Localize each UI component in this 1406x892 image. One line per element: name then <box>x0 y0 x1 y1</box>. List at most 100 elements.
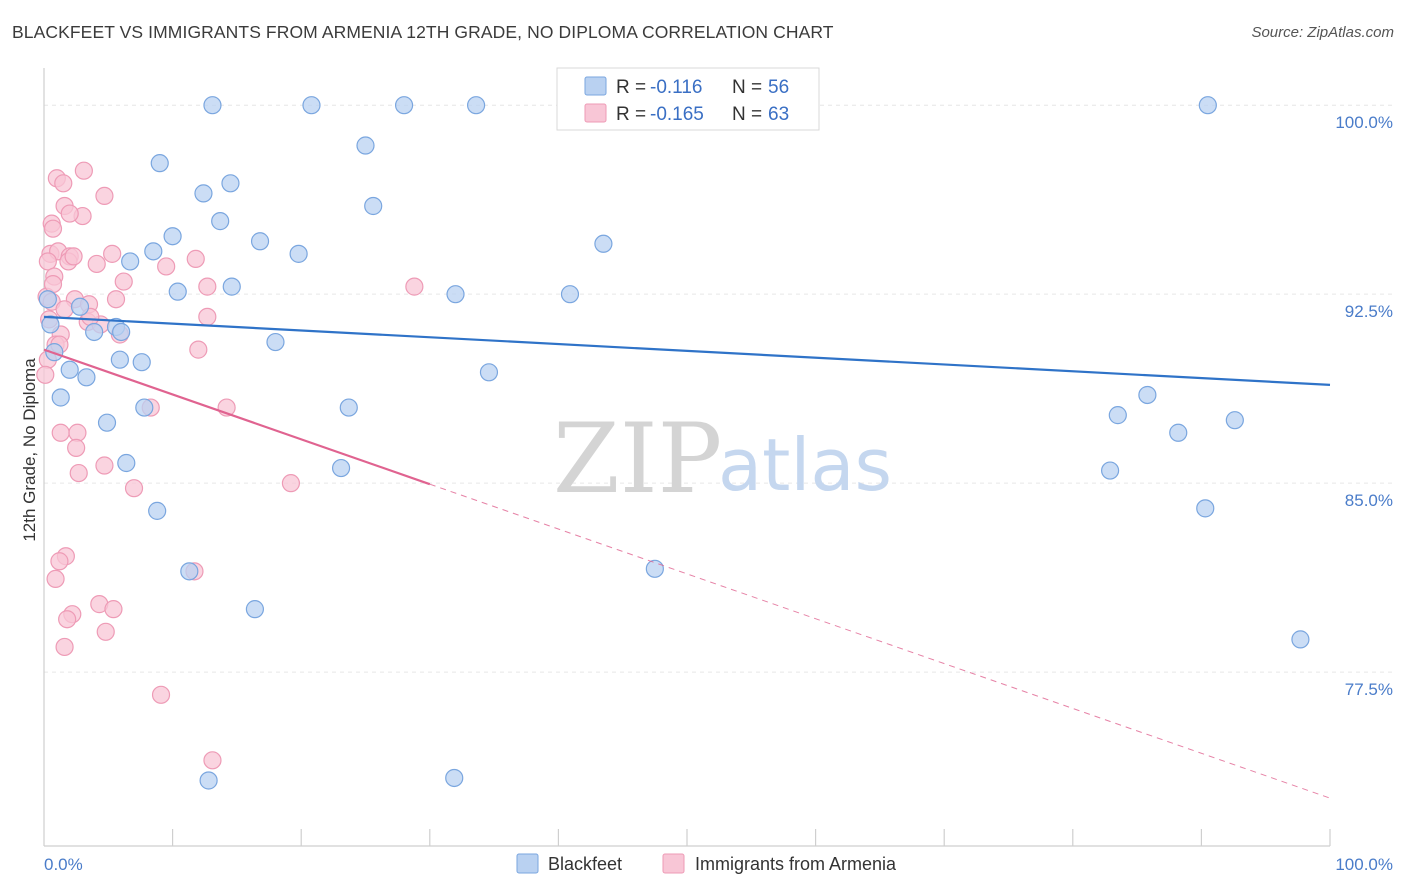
armenia-point <box>54 174 73 193</box>
series-legend-label-blackfeet: Blackfeet <box>548 854 622 874</box>
blackfeet-point <box>1198 96 1217 115</box>
blackfeet-point <box>199 771 218 790</box>
blackfeet-point <box>163 227 182 246</box>
blackfeet-point <box>194 184 213 203</box>
blackfeet-point <box>645 559 664 578</box>
armenia-point <box>55 637 74 657</box>
blackfeet-point <box>446 285 465 304</box>
stats-legend-swatch-blackfeet <box>584 76 607 96</box>
armenia-point <box>95 456 114 475</box>
blackfeet-point <box>289 244 308 263</box>
blackfeet-point <box>302 96 321 115</box>
armenia-point <box>60 204 79 223</box>
blackfeet-point <box>479 363 499 382</box>
armenia-point <box>38 252 57 271</box>
watermark-zip: ZIP <box>553 403 722 515</box>
blackfeet-point <box>445 768 464 788</box>
blackfeet-point <box>132 353 151 372</box>
armenia-point <box>203 751 222 770</box>
armenia-point <box>104 600 123 619</box>
blackfeet-point <box>97 413 117 432</box>
armenia-point <box>151 685 171 704</box>
blackfeet-point <box>38 290 57 309</box>
armenia-point <box>189 340 208 359</box>
blackfeet-point <box>60 360 79 379</box>
armenia-point <box>74 161 93 180</box>
armenia-point <box>46 569 65 589</box>
blackfeet-point <box>1291 630 1310 649</box>
blackfeet-point <box>339 398 358 417</box>
trend-lines <box>43 315 1331 799</box>
y-tick-label: 77.5% <box>1345 680 1393 699</box>
armenia-point <box>55 300 74 319</box>
blackfeet-point <box>1138 385 1157 405</box>
blackfeet-point <box>221 174 240 193</box>
armenia-point <box>198 307 217 326</box>
armenia-point <box>124 479 144 498</box>
series-immigrants-from-armenia-points <box>36 161 424 770</box>
armenia-point <box>95 186 114 206</box>
armenia-point <box>43 274 63 294</box>
blackfeet-point <box>222 277 241 296</box>
blackfeet-point <box>1225 411 1244 430</box>
blackfeet-point <box>1108 406 1127 425</box>
trend-line-armenia-extension <box>429 483 1331 799</box>
blackfeet-point <box>560 285 580 304</box>
stats-legend-r-label-1: R = <box>616 77 646 98</box>
stats-legend-n-label-1: N = <box>732 77 762 98</box>
blackfeet-point <box>331 458 351 478</box>
armenia-point <box>36 365 55 384</box>
stats-legend-r-value-1: -0.116 <box>650 77 702 98</box>
blackfeet-point <box>117 453 136 473</box>
blackfeet-point <box>77 368 96 387</box>
armenia-point <box>281 474 301 493</box>
blackfeet-point <box>144 242 163 261</box>
y-tick-label: 100.0% <box>1335 113 1393 132</box>
blackfeet-point <box>41 315 60 334</box>
blackfeet-point <box>250 232 270 251</box>
y-tick-label: 92.5% <box>1345 302 1393 321</box>
stats-legend-n-value-2: 63 <box>768 104 789 125</box>
armenia-point <box>67 438 86 457</box>
y-tick-label: 85.0% <box>1345 491 1393 510</box>
blackfeet-point <box>180 562 199 581</box>
blackfeet-point <box>135 398 154 417</box>
series-legend-swatch-blackfeet <box>516 853 539 874</box>
armenia-point <box>198 277 217 296</box>
blackfeet-point <box>266 332 285 352</box>
armenia-point <box>68 423 87 442</box>
blackfeet-point <box>594 234 613 253</box>
y-axis-tick-labels: 100.0% 92.5% 85.0% 77.5% <box>1335 113 1393 699</box>
blackfeet-point <box>211 212 230 231</box>
armenia-point <box>43 219 63 238</box>
trend-line-armenia <box>43 348 431 486</box>
armenia-point <box>58 610 77 629</box>
blackfeet-point <box>51 388 70 407</box>
blackfeet-point <box>394 96 414 115</box>
stats-legend-swatch-armenia <box>584 103 607 123</box>
armenia-point <box>51 423 70 442</box>
blackfeet-point <box>203 96 222 115</box>
armenia-point <box>103 244 122 263</box>
stats-legend-n-label-2: N = <box>732 104 762 125</box>
blackfeet-point <box>70 297 90 316</box>
stats-legend: R = -0.116 N = 56 R = -0.165 N = 63 <box>556 67 820 131</box>
stats-legend-r-value-2: -0.165 <box>650 104 704 125</box>
blackfeet-point <box>112 322 131 342</box>
armenia-point <box>157 257 176 276</box>
blackfeet-point <box>245 600 265 619</box>
armenia-point <box>96 622 115 641</box>
chart-title: BLACKFEET VS IMMIGRANTS FROM ARMENIA 12T… <box>12 22 834 42</box>
blackfeet-point <box>150 154 169 173</box>
series-legend-swatch-armenia <box>662 853 685 874</box>
series-legend-label-armenia: Immigrants from Armenia <box>695 854 897 874</box>
stats-legend-r-label-2: R = <box>616 104 646 125</box>
armenia-point <box>114 272 133 291</box>
x-axis-ticks <box>172 829 1331 846</box>
blackfeet-point <box>148 501 167 520</box>
trend-line-blackfeet <box>43 315 1331 386</box>
blackfeet-point <box>356 136 375 155</box>
series-legend: Blackfeet Immigrants from Armenia <box>516 853 897 874</box>
x-tick-label-min: 0.0% <box>44 855 83 874</box>
x-tick-label-max: 100.0% <box>1335 855 1393 874</box>
